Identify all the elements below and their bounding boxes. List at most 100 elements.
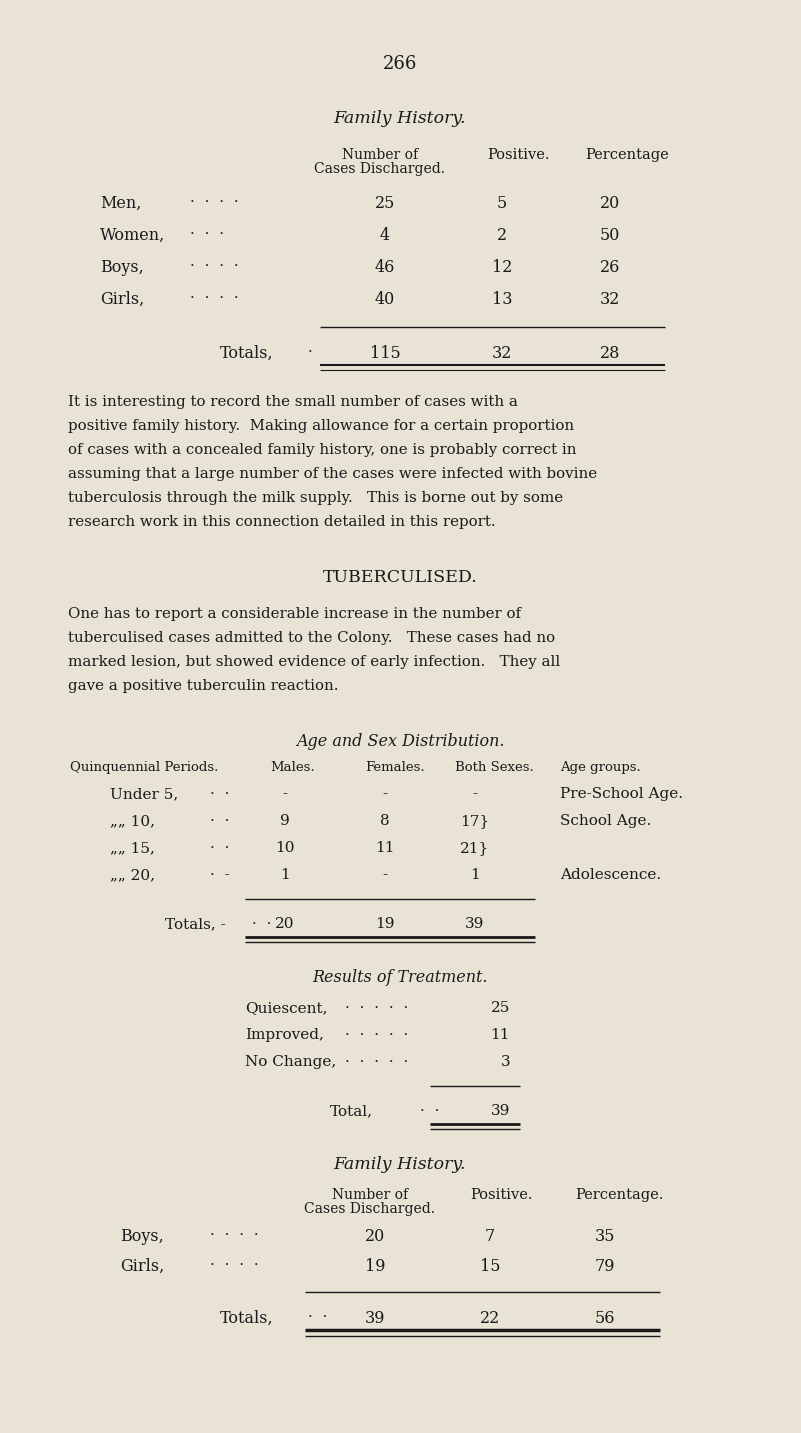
Text: Age and Sex Distribution.: Age and Sex Distribution.	[296, 734, 505, 749]
Text: gave a positive tuberculin reaction.: gave a positive tuberculin reaction.	[68, 679, 339, 694]
Text: No Change,: No Change,	[245, 1055, 336, 1069]
Text: 1: 1	[470, 868, 480, 881]
Text: 25: 25	[491, 1002, 510, 1015]
Text: Under 5,: Under 5,	[110, 787, 179, 801]
Text: ·  ·  ·  ·  ·: · · · · ·	[345, 1027, 409, 1042]
Text: Totals, -: Totals, -	[165, 917, 226, 931]
Text: Totals,: Totals,	[220, 345, 274, 363]
Text: -: -	[382, 868, 388, 881]
Text: 35: 35	[595, 1228, 615, 1245]
Text: „„ 15,: „„ 15,	[110, 841, 155, 856]
Text: 7: 7	[485, 1228, 495, 1245]
Text: 20: 20	[600, 195, 620, 212]
Text: research work in this connection detailed in this report.: research work in this connection detaile…	[68, 514, 496, 529]
Text: 19: 19	[375, 917, 395, 931]
Text: 56: 56	[595, 1310, 615, 1327]
Text: 10: 10	[276, 841, 295, 856]
Text: ·  ·: · ·	[252, 917, 272, 931]
Text: ·  ·  ·  ·: · · · ·	[210, 1228, 259, 1242]
Text: ·  ·  ·  ·: · · · ·	[190, 291, 239, 305]
Text: positive family history.  Making allowance for a certain proportion: positive family history. Making allowanc…	[68, 418, 574, 433]
Text: marked lesion, but showed evidence of early infection.   They all: marked lesion, but showed evidence of ea…	[68, 655, 560, 669]
Text: Females.: Females.	[365, 761, 425, 774]
Text: Males.: Males.	[270, 761, 315, 774]
Text: 3: 3	[501, 1055, 510, 1069]
Text: 11: 11	[375, 841, 395, 856]
Text: Results of Treatment.: Results of Treatment.	[312, 969, 488, 986]
Text: ·  -: · -	[210, 868, 230, 881]
Text: ·  ·  ·  ·: · · · ·	[210, 1258, 259, 1273]
Text: 19: 19	[364, 1258, 385, 1275]
Text: Positive.: Positive.	[487, 148, 549, 162]
Text: Boys,: Boys,	[120, 1228, 163, 1245]
Text: Quinquennial Periods.: Quinquennial Periods.	[70, 761, 219, 774]
Text: ·  ·  ·  ·  ·: · · · · ·	[345, 1055, 409, 1069]
Text: Quiescent,: Quiescent,	[245, 1002, 328, 1015]
Text: 32: 32	[600, 291, 620, 308]
Text: 39: 39	[465, 917, 485, 931]
Text: 13: 13	[492, 291, 513, 308]
Text: ·  ·: · ·	[210, 841, 230, 856]
Text: Women,: Women,	[100, 226, 165, 244]
Text: 12: 12	[492, 259, 512, 277]
Text: 21}: 21}	[461, 841, 489, 856]
Text: It is interesting to record the small number of cases with a: It is interesting to record the small nu…	[68, 396, 518, 408]
Text: 4: 4	[380, 226, 390, 244]
Text: Both Sexes.: Both Sexes.	[455, 761, 533, 774]
Text: Girls,: Girls,	[120, 1258, 164, 1275]
Text: One has to report a considerable increase in the number of: One has to report a considerable increas…	[68, 608, 521, 620]
Text: 11: 11	[490, 1027, 510, 1042]
Text: Totals,: Totals,	[220, 1310, 274, 1327]
Text: ·  ·: · ·	[308, 1310, 328, 1324]
Text: 79: 79	[595, 1258, 615, 1275]
Text: of cases with a concealed family history, one is probably correct in: of cases with a concealed family history…	[68, 443, 577, 457]
Text: ·  ·: · ·	[210, 814, 230, 828]
Text: ·: ·	[308, 345, 313, 360]
Text: Improved,: Improved,	[245, 1027, 324, 1042]
Text: -: -	[473, 787, 477, 801]
Text: ·  ·  ·  ·  ·: · · · · ·	[345, 1002, 409, 1015]
Text: Number of: Number of	[332, 1188, 408, 1202]
Text: 39: 39	[491, 1103, 510, 1118]
Text: Boys,: Boys,	[100, 259, 143, 277]
Text: 25: 25	[375, 195, 395, 212]
Text: Girls,: Girls,	[100, 291, 144, 308]
Text: -: -	[283, 787, 288, 801]
Text: ·  ·  ·  ·: · · · ·	[190, 195, 239, 209]
Text: TUBERCULISED.: TUBERCULISED.	[323, 569, 477, 586]
Text: 39: 39	[364, 1310, 385, 1327]
Text: „„ 10,: „„ 10,	[110, 814, 155, 828]
Text: 15: 15	[480, 1258, 501, 1275]
Text: 2: 2	[497, 226, 507, 244]
Text: 115: 115	[369, 345, 400, 363]
Text: 40: 40	[375, 291, 395, 308]
Text: 20: 20	[365, 1228, 385, 1245]
Text: assuming that a large number of the cases were infected with bovine: assuming that a large number of the case…	[68, 467, 597, 481]
Text: 20: 20	[276, 917, 295, 931]
Text: Number of: Number of	[342, 148, 418, 162]
Text: 26: 26	[600, 259, 620, 277]
Text: ·  ·  ·  ·: · · · ·	[190, 259, 239, 274]
Text: 46: 46	[375, 259, 395, 277]
Text: 1: 1	[280, 868, 290, 881]
Text: 50: 50	[600, 226, 620, 244]
Text: Total,: Total,	[330, 1103, 373, 1118]
Text: -: -	[382, 787, 388, 801]
Text: 22: 22	[480, 1310, 500, 1327]
Text: tuberculosis through the milk supply.   This is borne out by some: tuberculosis through the milk supply. Th…	[68, 492, 563, 504]
Text: Family History.: Family History.	[334, 1156, 466, 1174]
Text: Cases Discharged.: Cases Discharged.	[304, 1202, 436, 1217]
Text: ·  ·: · ·	[420, 1103, 440, 1118]
Text: Men,: Men,	[100, 195, 141, 212]
Text: 32: 32	[492, 345, 512, 363]
Text: tuberculised cases admitted to the Colony.   These cases had no: tuberculised cases admitted to the Colon…	[68, 631, 555, 645]
Text: School Age.: School Age.	[560, 814, 651, 828]
Text: Adolescence.: Adolescence.	[560, 868, 661, 881]
Text: Cases Discharged.: Cases Discharged.	[315, 162, 445, 176]
Text: Age groups.: Age groups.	[560, 761, 641, 774]
Text: Pre-School Age.: Pre-School Age.	[560, 787, 683, 801]
Text: Family History.: Family History.	[334, 110, 466, 128]
Text: 5: 5	[497, 195, 507, 212]
Text: 266: 266	[383, 54, 417, 73]
Text: 17}: 17}	[461, 814, 489, 828]
